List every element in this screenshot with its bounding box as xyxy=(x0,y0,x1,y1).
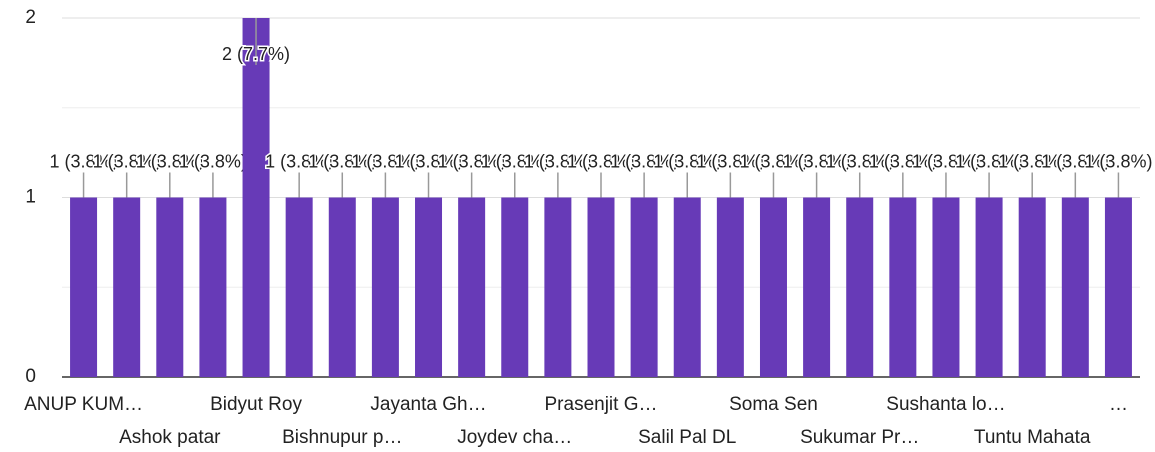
bar xyxy=(759,197,787,377)
x-tick-label: … xyxy=(1109,394,1128,415)
bar xyxy=(113,197,141,377)
x-tick-label: Sushanta lo… xyxy=(886,394,1005,415)
value-label: 1 (3.8%) xyxy=(610,151,678,171)
value-label: 1 (3.8%) xyxy=(653,151,721,171)
x-tick-label: Salil Pal DL xyxy=(638,427,736,448)
bar xyxy=(501,197,529,377)
bar xyxy=(1018,197,1046,377)
x-tick-label: Tuntu Mahata xyxy=(974,427,1091,448)
value-label: 1 (3.8%) xyxy=(481,151,549,171)
value-label: 1 (3.8%) xyxy=(912,151,980,171)
bar xyxy=(328,197,356,377)
y-tick-label: 0 xyxy=(25,366,36,387)
value-label: 1 (3.8%) xyxy=(136,151,204,171)
bar xyxy=(199,197,227,377)
bar xyxy=(630,197,658,377)
value-label: 1 (3.8%) xyxy=(696,151,764,171)
value-label: 1 (3.8%) xyxy=(308,151,376,171)
bar xyxy=(846,197,874,377)
bar xyxy=(673,197,701,377)
bar xyxy=(544,197,572,377)
value-label: 1 (3.8%) xyxy=(265,151,333,171)
x-tick-label: Joydev cha… xyxy=(457,427,572,448)
bar xyxy=(803,197,831,377)
value-label: 1 (3.8%) xyxy=(438,151,506,171)
x-tick-label: Ashok patar xyxy=(119,427,221,448)
value-label: 1 (3.8%) xyxy=(524,151,592,171)
value-label: 1 (3.8%) xyxy=(179,151,247,171)
bar xyxy=(70,197,98,377)
value-label: 1 (3.8%) xyxy=(351,151,419,171)
value-label: 1 (3.8%) xyxy=(998,151,1066,171)
x-tick-label: Sukumar Pr… xyxy=(800,427,919,448)
value-label: 1 (3.8%) xyxy=(783,151,851,171)
bar xyxy=(415,197,443,377)
value-label: 1 (3.8%) xyxy=(826,151,894,171)
x-tick-label: Soma Sen xyxy=(729,394,818,415)
value-label: 2 (7.7%) xyxy=(222,44,290,64)
value-label: 1 (3.8%) xyxy=(93,151,161,171)
y-tick-label: 1 xyxy=(25,187,36,208)
value-label: 1 (3.8%) xyxy=(1084,151,1152,171)
bar xyxy=(1104,197,1132,377)
value-label: 1 (3.8%) xyxy=(567,151,635,171)
bar xyxy=(889,197,917,377)
bar xyxy=(1061,197,1089,377)
value-label: 1 (3.8%) xyxy=(50,151,118,171)
bar xyxy=(975,197,1003,377)
bar xyxy=(458,197,486,377)
value-label: 1 (3.8%) xyxy=(869,151,937,171)
value-label: 1 (3.8%) xyxy=(1041,151,1109,171)
x-tick-label: ANUP KUM… xyxy=(24,394,143,415)
y-tick-label: 2 xyxy=(25,7,36,28)
x-tick-label: Bidyut Roy xyxy=(210,394,302,415)
bar xyxy=(716,197,744,377)
bar xyxy=(156,197,184,377)
value-label: 1 (3.8%) xyxy=(955,151,1023,171)
value-label: 1 (3.8%) xyxy=(739,151,807,171)
bar xyxy=(932,197,960,377)
bar xyxy=(285,197,313,377)
bar xyxy=(371,197,399,377)
value-label: 1 (3.8%) xyxy=(395,151,463,171)
x-tick-label: Prasenjit G… xyxy=(545,394,658,415)
x-tick-label: Jayanta Gh… xyxy=(370,394,486,415)
bar xyxy=(242,18,270,377)
bar xyxy=(587,197,615,377)
x-tick-label: Bishnupur p… xyxy=(282,427,402,448)
